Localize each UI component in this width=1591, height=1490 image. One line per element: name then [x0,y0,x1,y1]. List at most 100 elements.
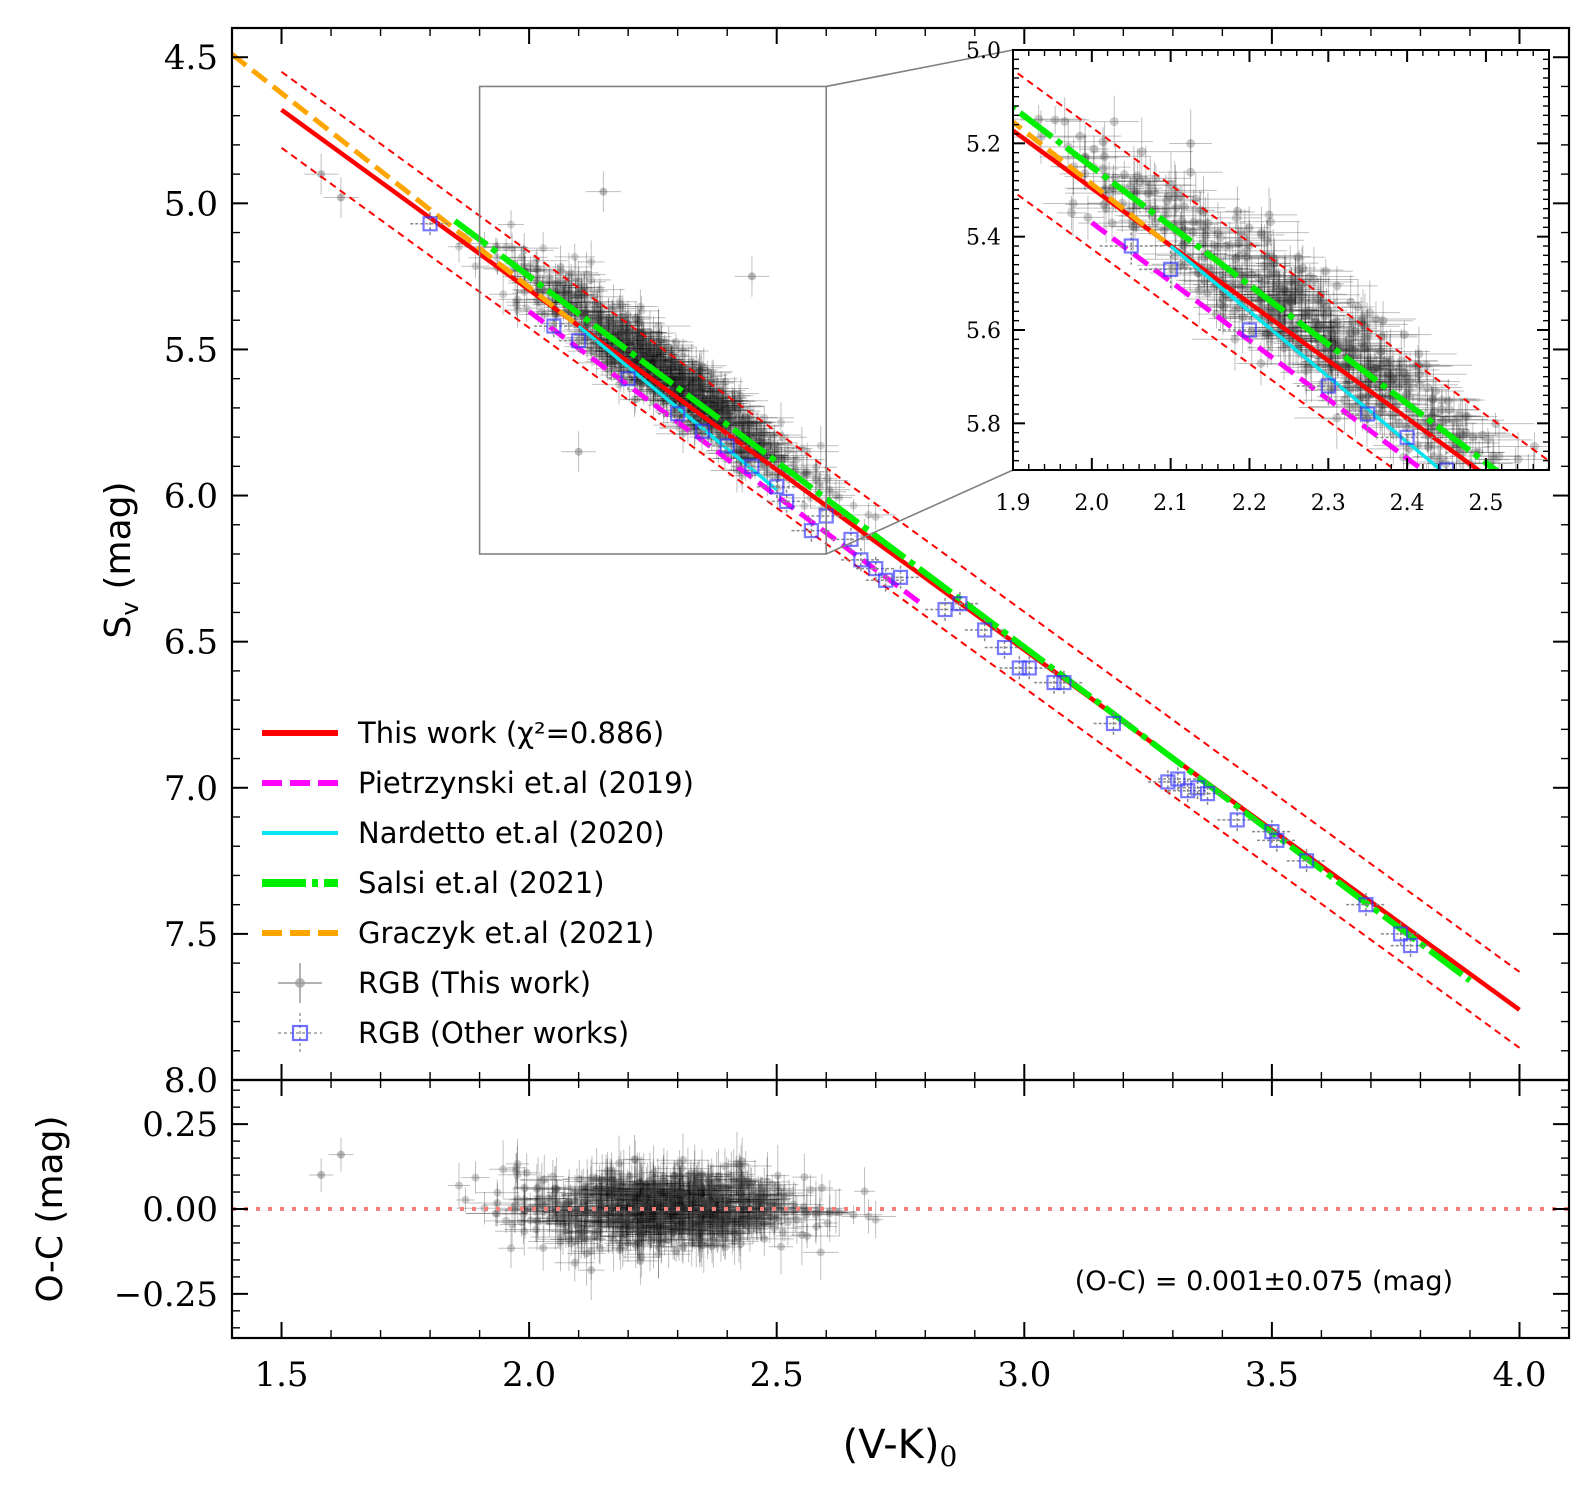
main-y-axis-subscript: v [116,602,144,616]
data-point [627,309,652,357]
data-point [498,1228,524,1269]
other-works-point [865,568,906,592]
data-point [594,304,626,338]
data-point [666,345,690,389]
data-point [588,298,628,338]
data-point [868,503,884,531]
data-point [745,424,774,442]
data-point [661,355,687,379]
main-y-tick-label: 8.0 [164,1061,218,1101]
data-point [543,263,599,282]
data-point [661,402,714,443]
residual-axes-frame [230,1078,1571,1340]
data-point [622,329,664,356]
main-y-tick-label: 7.0 [164,769,218,809]
data-point [641,326,696,368]
data-point [520,298,564,325]
residual-y-tick-label: −0.25 [114,1275,218,1315]
data-point [613,316,662,361]
residual-y-tick-label: 0.00 [142,1190,218,1230]
data-point [631,328,688,354]
data-point [605,301,666,334]
data-point [499,232,525,264]
data-point [634,343,676,374]
data-point [466,238,528,258]
inset-x-tick-label: 2.1 [1153,491,1188,516]
zoom-region-box [478,85,828,555]
legend-item-rgb-this-work: RGB (This work) [278,963,591,1003]
data-point [551,273,580,287]
data-point [568,288,604,333]
data-point [1511,506,1550,560]
data-point [615,309,663,336]
data-point [637,342,657,357]
data-point [545,264,571,300]
data-point [724,416,774,441]
legend-item-rgb-other-works: RGB (Other works) [278,1013,629,1053]
data-point [715,391,754,411]
data-point [621,312,651,326]
residual-y-tick-labels: 0.25 0.00 −0.25 [114,1105,218,1315]
data-point [537,252,601,298]
data-point [679,373,742,411]
data-point [746,427,802,443]
data-point [484,238,528,256]
data-point [618,331,658,366]
inset-x-tick-label: 2.0 [1074,491,1109,516]
data-point [564,299,605,327]
model-line [232,52,581,329]
data-point [612,288,629,320]
data-point [601,311,652,347]
data-point [588,292,607,316]
data-point [567,251,606,298]
legend-item-this-work: This work (χ²=0.886) [262,716,664,750]
data-point [670,365,735,399]
data-point [602,302,643,332]
data-point [735,419,773,438]
data-point [711,416,772,430]
data-point [507,294,526,317]
data-point [603,318,640,346]
data-point [607,312,635,336]
data-point [489,1140,518,1199]
x-tick-label: 2.5 [750,1355,804,1395]
data-point [754,424,774,441]
main-y-axis-symbol: S [98,616,139,639]
legend-label-graczyk: Graczyk et.al (2021) [358,916,654,950]
data-point [666,362,684,409]
legend: This work (χ²=0.886) Pietrzynski et.al (… [262,716,694,1053]
data-point [730,415,760,428]
data-point [1476,472,1501,493]
legend-label-nardetto: Nardetto et.al (2020) [358,816,665,850]
data-point [710,392,744,423]
data-point [1550,492,1591,541]
data-point [613,319,640,347]
data-point [516,294,537,322]
main-y-axis-unit: (mag) [98,481,139,589]
inset-y-tick-label: 5.6 [966,319,1001,344]
data-point [506,1139,529,1189]
residual-axis-ticks [231,1080,1570,1338]
main-y-tick-label: 7.5 [164,915,218,955]
legend-label-rgb-this-work: RGB (This work) [358,966,591,1000]
inset-background [1013,50,1549,470]
data-point [539,272,560,290]
data-point [710,391,741,420]
data-point [626,340,683,381]
data-point [640,336,658,354]
legend-label-salsi: Salsi et.al (2021) [358,866,605,900]
data-point [498,210,524,239]
data-point [571,259,612,301]
data-point [803,425,839,466]
data-point [684,347,723,388]
data-point [675,373,709,389]
data-point [540,270,592,306]
data-point [613,309,643,342]
data-point [622,289,659,324]
data-point [701,386,764,428]
data-point [649,357,709,399]
data-point [581,284,646,329]
residual-y-axis-label: O-C (mag) [30,1116,71,1303]
data-point [791,1198,849,1227]
data-point [725,423,763,437]
